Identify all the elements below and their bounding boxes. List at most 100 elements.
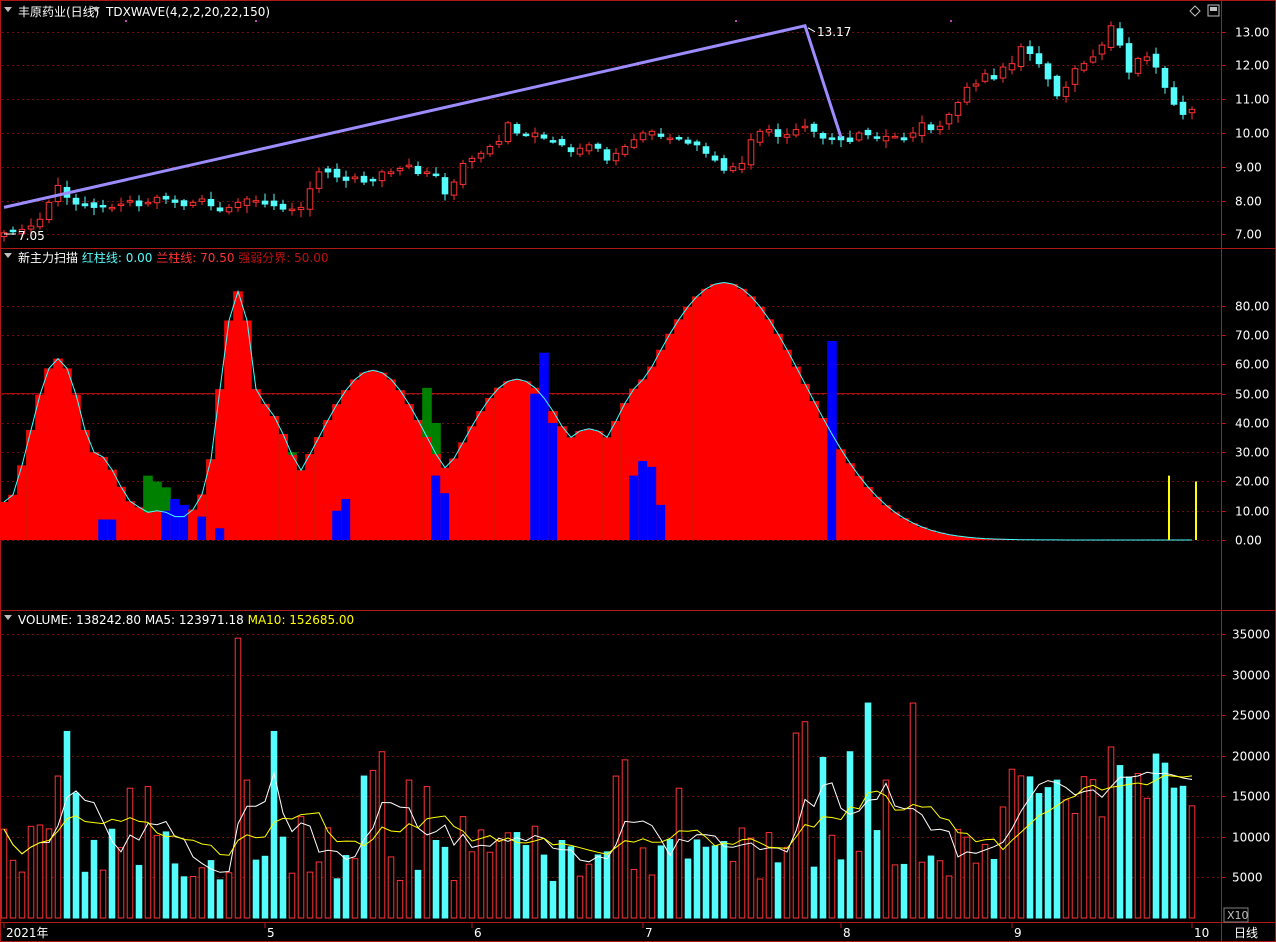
red-bar (980, 538, 990, 540)
volume-bar (1017, 775, 1025, 919)
candle-body (1089, 56, 1097, 63)
candle-body (675, 136, 683, 140)
candle-body (792, 129, 800, 136)
blue-bar (332, 510, 342, 540)
threshold-value: 强弱分界: 50.00 (238, 251, 328, 265)
red-bar (485, 397, 495, 540)
candle-body (909, 132, 917, 138)
volume-bar (1116, 765, 1124, 919)
volume-bar (882, 779, 890, 919)
scan-tick-label: 0.00 (1235, 534, 1262, 548)
red-bar (44, 368, 54, 540)
candle-body (378, 171, 386, 182)
ma5-value: MA5: 123971.18 (145, 613, 244, 627)
volume-tick-label: 25000 (1232, 709, 1270, 723)
red-bar (737, 288, 747, 540)
red-bar (116, 486, 126, 540)
volume-bar (0, 828, 8, 919)
candle-body (1080, 63, 1088, 71)
candle-body (225, 206, 233, 213)
volume-bar (864, 702, 872, 919)
candle-body (963, 86, 971, 103)
red-bar (404, 404, 414, 540)
candle-body (936, 125, 944, 131)
candle-body (486, 146, 494, 155)
chevron-down-icon (4, 7, 12, 12)
blue-bar (170, 499, 180, 540)
red-bar (332, 404, 342, 540)
candle-body (144, 201, 152, 205)
candle-body (954, 102, 962, 116)
red-bar (314, 437, 324, 540)
price-tick-label: 13.00 (1235, 26, 1269, 40)
price-tick-label: 10.00 (1235, 127, 1269, 141)
red-bar (0, 501, 9, 540)
candle-body (783, 134, 791, 138)
red-bar (152, 510, 162, 540)
red-bar (818, 417, 828, 540)
candle-body (117, 203, 125, 207)
volume-bar (171, 863, 179, 919)
candle-body (621, 146, 629, 155)
red-bar (413, 420, 423, 540)
red-bar (323, 420, 333, 540)
time-tick-label: 2021年 (6, 926, 49, 940)
volume-bar (1161, 762, 1169, 919)
ma10-value: MA10: 152685.00 (248, 613, 355, 627)
red-bar (584, 428, 594, 540)
volume-bar (243, 779, 251, 919)
candle-body (747, 139, 755, 166)
candle-body (1071, 68, 1079, 85)
red-line-value: 红柱线: 0.00 (82, 250, 153, 265)
red-bar (962, 537, 972, 540)
volume-tick-label: 10000 (1232, 831, 1270, 845)
red-bar (386, 379, 396, 540)
blue-bar (548, 422, 558, 540)
volume-bar (342, 855, 350, 919)
volume-bar (54, 775, 62, 919)
volume-bar (477, 829, 485, 919)
candle-body (531, 132, 539, 138)
red-bar (377, 372, 387, 540)
volume-bar (441, 846, 449, 919)
candle-body (1017, 46, 1025, 68)
volume-bar (873, 830, 881, 919)
volume-pane-header: VOLUME: 138242.80 MA5: 123971.18 MA10: 1… (18, 613, 354, 627)
scan-grid: 80.00 70.00 60.00 50.00 40.00 30.00 20.00 10.00… (2, 300, 1269, 548)
volume-bar (531, 825, 539, 919)
volume-bar (225, 872, 233, 919)
candle-body (495, 140, 503, 145)
red-bar (926, 530, 936, 540)
candle-body (1125, 43, 1133, 73)
candle-body (846, 137, 854, 142)
red-bar (710, 284, 720, 540)
volume-bar (954, 828, 962, 919)
volume-bar (702, 846, 710, 919)
candle-body (882, 135, 890, 142)
candle-body (918, 122, 926, 137)
price-tick-label: 11.00 (1235, 93, 1269, 107)
red-bar (224, 320, 234, 540)
candle-body (855, 132, 863, 141)
red-bar (791, 366, 801, 540)
volume-bar (369, 769, 377, 919)
stock-name: 丰原药业(日线) (18, 5, 99, 19)
volume-bar (990, 858, 998, 919)
price-tick-label: 12.00 (1235, 59, 1269, 73)
candle-body (756, 130, 764, 143)
candle-body (1188, 108, 1196, 114)
volume-bar (216, 879, 224, 919)
volume-bar (144, 786, 152, 919)
red-bar (935, 532, 945, 540)
candle-body (18, 228, 26, 235)
red-bar (908, 523, 918, 540)
volume-bar (630, 868, 638, 919)
volume-bar (621, 759, 629, 919)
volume-bar (153, 834, 161, 919)
candle-body (504, 122, 512, 143)
red-bar (512, 379, 522, 540)
volume-bar (549, 880, 557, 919)
price-grid: 13.00 12.00 11.00 10.00 9.00 8.00 7.00 (2, 26, 1269, 242)
volume-bar (1179, 785, 1187, 919)
